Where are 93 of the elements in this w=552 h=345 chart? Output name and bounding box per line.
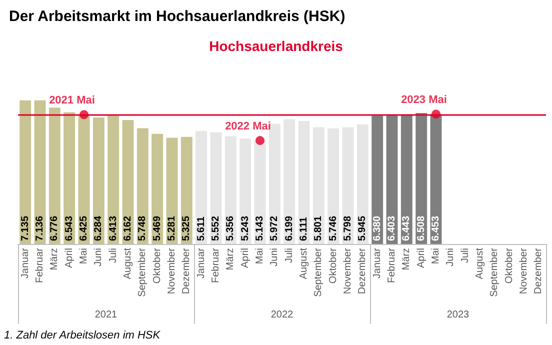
data-label: 6.380 [372, 216, 383, 241]
data-label: 6.443 [401, 216, 412, 241]
x-tick-label: Juni [269, 248, 280, 266]
x-tick-label: April [240, 248, 251, 268]
data-label: 6.413 [108, 216, 119, 241]
x-tick-label: Dezember [533, 247, 544, 294]
data-label: 7.135 [20, 216, 31, 241]
data-label: 5.325 [181, 216, 192, 241]
data-label: 5.143 [254, 216, 266, 241]
data-label: 6.199 [284, 216, 295, 241]
bar [284, 119, 296, 244]
x-tick-label: August [122, 248, 134, 280]
x-tick-label: September [137, 247, 148, 297]
x-tick-label: November [342, 247, 354, 294]
data-label: 5.243 [240, 216, 251, 241]
x-tick-label: Januar [196, 247, 207, 279]
bar [268, 124, 280, 244]
x-tick-label: Juni [445, 248, 456, 266]
x-tick-label: Januar [20, 247, 31, 279]
bar [224, 136, 236, 244]
x-tick-label: Dezember [181, 247, 192, 294]
bar [328, 128, 340, 244]
x-tick-label: August [474, 248, 486, 280]
bar [416, 113, 428, 244]
text: 2021 [94, 310, 118, 320]
x-tick-label: Juli [284, 248, 295, 264]
data-label: 6.162 [122, 216, 134, 241]
data-label: 5.801 [313, 216, 324, 241]
data-label: 5.552 [210, 216, 222, 241]
x-tick-label: November [518, 247, 530, 294]
x-tick-label: Oktober [152, 247, 163, 284]
x-tick-label: März [225, 248, 236, 270]
data-label: 5.611 [196, 216, 207, 241]
data-label: 5.281 [166, 216, 178, 241]
data-label: 6.776 [49, 216, 60, 241]
x-tick-label: Januar [372, 247, 383, 279]
x-tick-label: Juli [108, 248, 119, 264]
data-label: 6.453 [430, 216, 442, 241]
bar [196, 131, 208, 244]
data-label: 6.543 [64, 216, 75, 241]
bar [108, 114, 120, 244]
x-tick-label: Dezember [357, 247, 368, 294]
bar [92, 118, 104, 244]
text: 2022 [270, 310, 294, 320]
x-tick-label: April [416, 248, 427, 268]
bar [312, 127, 324, 244]
x-tick-label: Oktober [504, 247, 515, 284]
x-tick-label: März [401, 248, 412, 270]
data-label: 6.111 [298, 216, 310, 241]
x-tick-label: September [313, 247, 324, 297]
x-tick-label: April [64, 248, 75, 268]
x-tick-label: Mai [254, 248, 266, 264]
x-tick-label: November [166, 247, 178, 294]
bar [372, 116, 384, 244]
data-label: 6.508 [416, 216, 427, 241]
series-label: 2021 Mai [49, 94, 95, 107]
x-tick-label: September [489, 247, 500, 297]
bar [356, 124, 368, 244]
x-tick-label: Februar [386, 247, 398, 284]
x-tick-label: Mai [430, 248, 442, 264]
bar [400, 114, 412, 244]
series-label: 2022 Mai [225, 120, 271, 132]
data-label: 5.746 [328, 216, 339, 241]
bar [20, 100, 32, 244]
series-label: 2023 Mai [401, 94, 447, 106]
bar [136, 128, 148, 244]
data-label: 5.748 [137, 216, 148, 241]
x-tick-label: August [298, 248, 310, 280]
text: 2023 [446, 310, 470, 320]
data-label: 5.798 [342, 216, 354, 241]
bar [180, 136, 192, 244]
data-label: 6.425 [78, 216, 90, 241]
text: 1. Zahl der Arbeitslosen im HSK [4, 330, 161, 342]
data-label: 5.356 [225, 216, 236, 241]
x-tick-label: Februar [34, 247, 46, 284]
data-label: 5.945 [357, 216, 368, 241]
data-label: 5.469 [152, 216, 163, 241]
x-tick-label: Februar [210, 247, 222, 284]
x-tick-label: Oktober [328, 247, 339, 284]
data-label: 6.284 [93, 216, 104, 241]
data-label: 5.972 [269, 216, 280, 241]
bar [152, 134, 164, 244]
data-label: 6.403 [386, 216, 398, 241]
data-label: 7.136 [34, 216, 46, 241]
chart-title: Der Arbeitsmarkt im Hochsauerlandkreis (HSK) [9, 8, 346, 25]
bar [64, 112, 76, 244]
x-tick-label: Mai [78, 248, 90, 264]
chart-subtitle: Hochsauerlandkreis [209, 38, 344, 54]
x-tick-label: Juni [93, 248, 104, 266]
bar [48, 108, 60, 244]
x-tick-label: Juli [460, 248, 471, 264]
x-tick-label: März [49, 248, 60, 270]
bar [240, 138, 252, 244]
